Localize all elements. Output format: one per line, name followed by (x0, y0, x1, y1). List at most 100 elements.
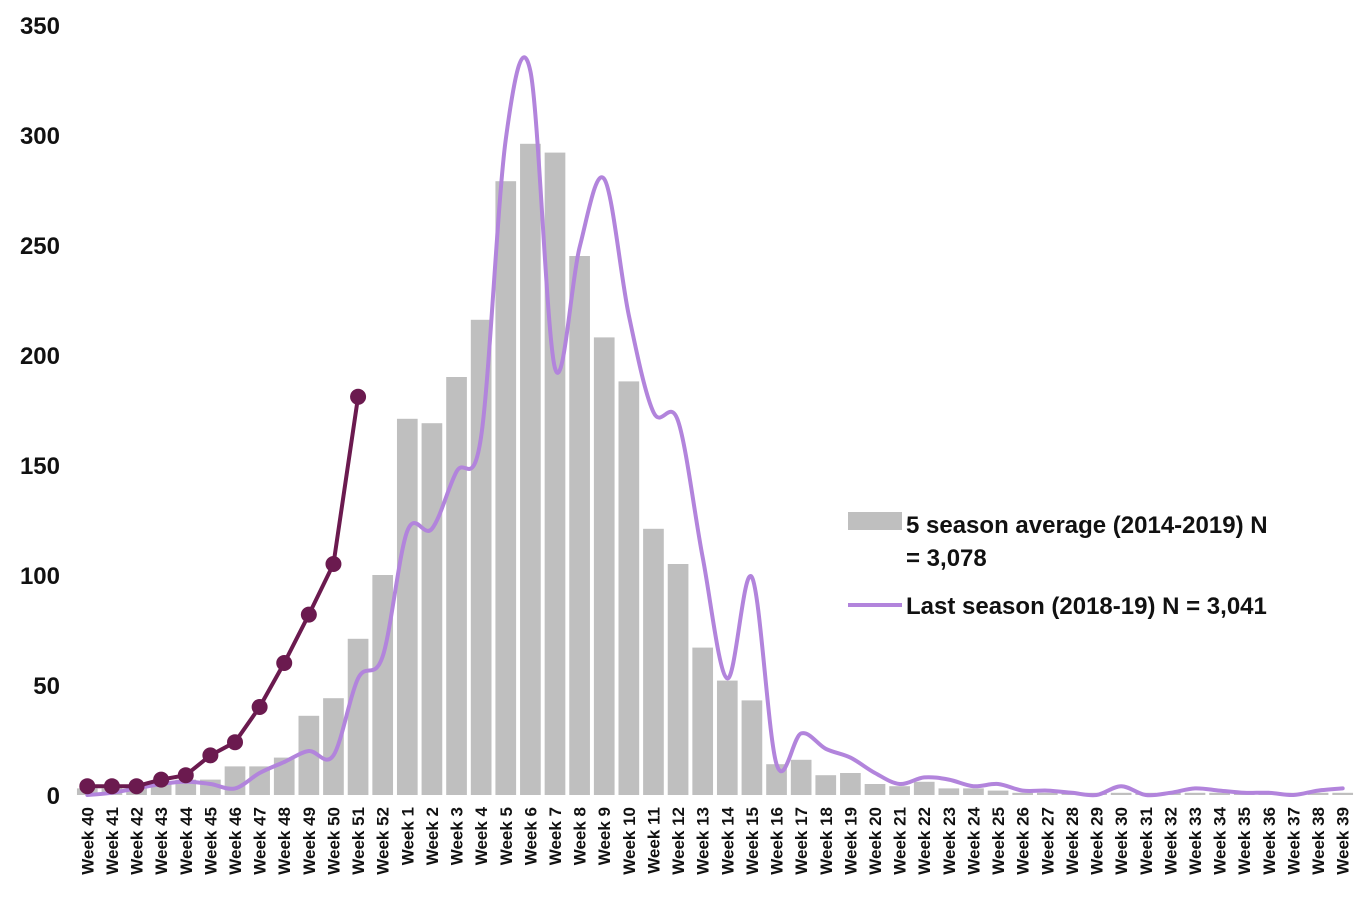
y-tick-label: 50 (33, 673, 60, 700)
bar (150, 784, 172, 795)
bar (446, 377, 467, 795)
x-tick-label: Week 49 (300, 807, 319, 875)
x-tick-label: Week 3 (448, 807, 467, 865)
legend-label-5-season-average-line2: = 3,078 (906, 545, 987, 572)
bar (421, 423, 443, 795)
x-tick-label: Week 19 (841, 807, 860, 875)
x-tick-label: Week 11 (644, 807, 663, 874)
legend-label-5-season-average: 5 season average (2014-2019) N = 3,078 (906, 512, 1274, 572)
bar (963, 788, 984, 795)
x-tick-label: Week 28 (1063, 807, 1082, 875)
y-tick-label: 100 (20, 563, 60, 590)
current-season-marker (128, 778, 145, 795)
bar (938, 788, 960, 795)
line-last-season (85, 55, 1345, 798)
x-tick-label: Week 34 (1211, 806, 1230, 874)
bar (396, 418, 418, 795)
legend-swatch-bar (848, 512, 902, 530)
y-tick-label: 350 (20, 13, 60, 40)
bar (470, 319, 492, 795)
x-tick-label: Week 44 (177, 806, 196, 874)
line-series-current-season (79, 388, 367, 795)
line-series-last-season (85, 55, 1345, 798)
x-tick-label: Week 10 (620, 807, 639, 875)
x-tick-label: Week 29 (1088, 807, 1107, 875)
x-tick-label: Week 23 (940, 807, 959, 875)
x-tick-label: Week 41 (103, 807, 122, 875)
x-tick-label: Week 47 (251, 807, 270, 875)
bar (347, 638, 369, 795)
current-season-marker (300, 606, 317, 623)
bar-series-5-season-average (76, 143, 1354, 796)
x-tick-label: Week 43 (152, 807, 171, 875)
x-tick-label: Week 45 (201, 807, 220, 875)
x-tick-label: Week 16 (768, 807, 787, 875)
bar (1012, 792, 1034, 795)
x-tick-label: Week 50 (324, 807, 343, 875)
x-tick-label: Week 36 (1260, 807, 1279, 875)
x-tick-label: Week 8 (571, 807, 590, 865)
bar (273, 757, 295, 795)
x-tick-label: Week 14 (718, 806, 737, 874)
x-tick-label: Week 20 (866, 807, 885, 875)
bar (692, 647, 714, 795)
bar (249, 766, 270, 795)
x-tick-label: Week 37 (1284, 807, 1303, 875)
y-tick-label: 0 (47, 783, 60, 810)
legend-label-5-season-average-line1: 5 season average (2014-2019) N (906, 512, 1268, 539)
bar (913, 781, 935, 795)
current-season-marker (325, 556, 342, 572)
bar (987, 790, 1009, 795)
x-tick-label: Week 33 (1186, 807, 1205, 875)
bar (1184, 792, 1206, 795)
y-tick-label: 300 (20, 123, 60, 150)
current-season-marker (202, 747, 219, 764)
x-tick-label: Week 21 (891, 807, 910, 875)
current-season-marker (103, 778, 120, 795)
bar (544, 152, 566, 796)
y-axis: 0 50 100 150 200 250 300 350 (20, 13, 60, 810)
x-tick-label: Week 38 (1309, 807, 1328, 875)
bar (372, 575, 394, 795)
x-tick-label: Week 5 (497, 807, 516, 865)
x-tick-label: Week 31 (1137, 807, 1156, 875)
x-tick-label: Week 27 (1038, 807, 1057, 875)
bar (716, 680, 738, 795)
bar (864, 784, 886, 795)
current-season-marker (177, 767, 194, 784)
legend: 5 season average (2014-2019) N = 3,078 L… (848, 512, 1274, 620)
current-season-marker (276, 655, 293, 671)
bar (815, 775, 837, 795)
current-season-marker (153, 771, 170, 788)
x-tick-label: Week 24 (964, 806, 983, 874)
bar (667, 564, 689, 795)
bar (520, 143, 541, 796)
x-tick-label: Week 25 (989, 807, 1008, 875)
bar (495, 181, 517, 795)
y-tick-label: 250 (20, 233, 60, 260)
x-tick-label: Week 2 (423, 807, 442, 865)
x-tick-label: Week 51 (349, 807, 368, 875)
x-tick-label: Week 7 (546, 807, 565, 865)
bar (1110, 792, 1132, 795)
x-tick-label: Week 42 (128, 807, 147, 875)
x-tick-label: Week 30 (1112, 807, 1131, 875)
x-tick-label: Week 9 (595, 807, 614, 865)
x-tick-label: Week 13 (694, 807, 713, 875)
x-tick-label: Week 15 (743, 807, 762, 875)
bar (790, 759, 812, 795)
bar (889, 786, 910, 795)
bar (323, 698, 344, 795)
y-tick-label: 150 (20, 453, 60, 480)
bar (569, 256, 590, 795)
x-tick-label: Week 35 (1235, 807, 1254, 875)
bar (643, 528, 664, 795)
x-tick-label: Week 6 (521, 807, 540, 865)
x-tick-label: Week 46 (226, 807, 245, 875)
bar (1036, 792, 1058, 795)
x-axis: Week 40 Week 41 Week 42 Week 43 Week 44 Week … (78, 806, 1352, 874)
bar (1332, 792, 1354, 795)
legend-label-last-season: Last season (2018-19) N = 3,041 (906, 593, 1267, 620)
bar (840, 773, 861, 795)
current-season-marker (350, 388, 367, 405)
